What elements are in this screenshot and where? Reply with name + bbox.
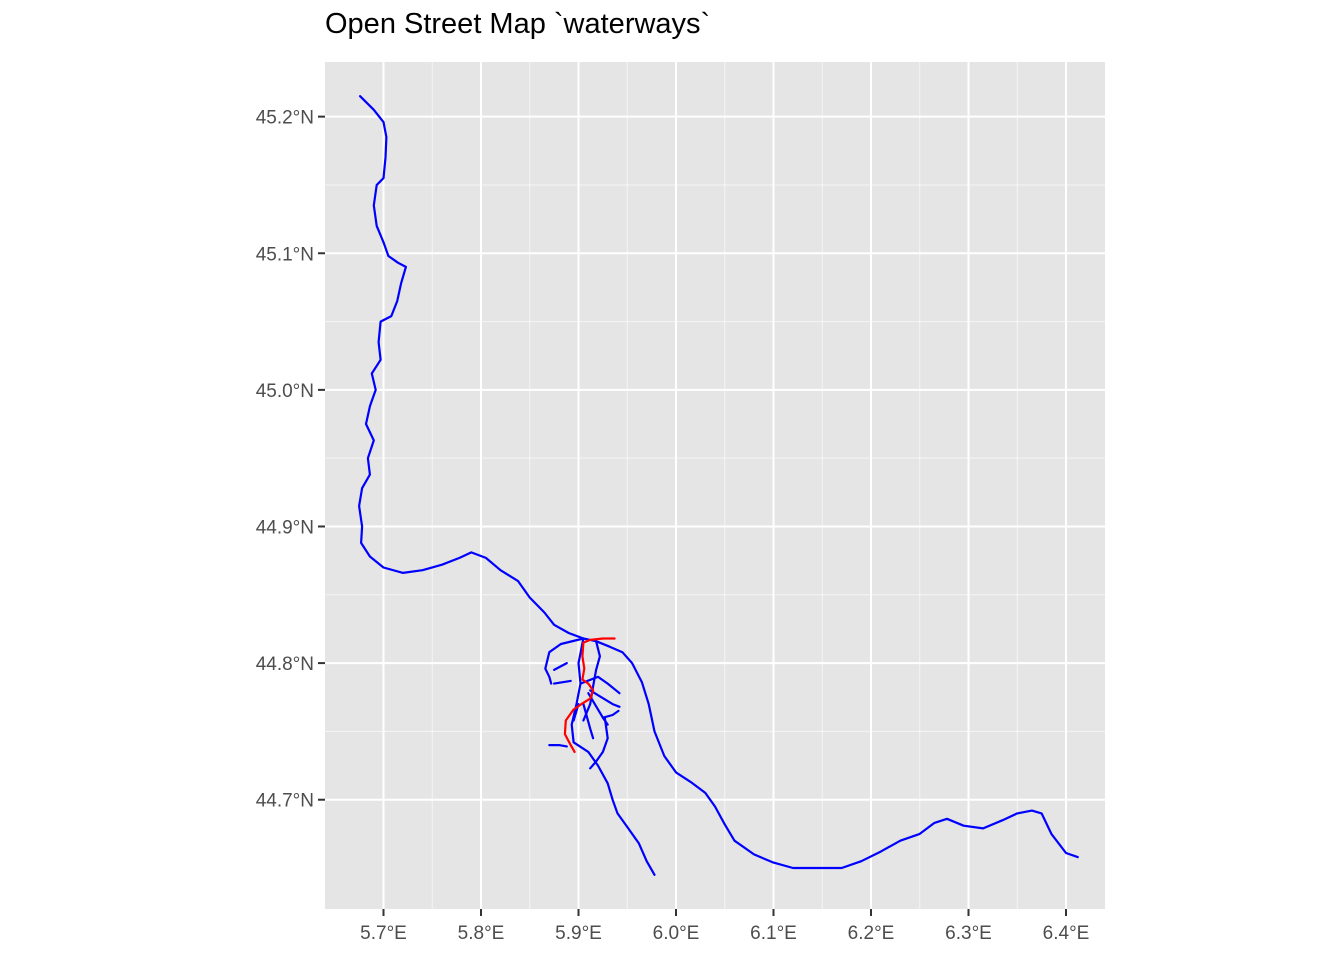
y-tick-label: 45.1°N [256, 244, 314, 265]
waterway-line [570, 637, 656, 876]
grid-major [325, 62, 1105, 909]
waterway-line [579, 675, 621, 695]
x-axis: 5.7°E 5.8°E 5.9°E 6.0°E 6.1°E 6.2°E 6.3°E 6.4°E [360, 909, 1089, 944]
waterway-line [552, 661, 568, 672]
waterway-line [544, 637, 585, 685]
waterway-line [601, 709, 620, 719]
waterway-line [552, 679, 572, 685]
x-tick-label: 6.1°E [750, 923, 797, 944]
x-tick-label: 6.3°E [945, 923, 992, 944]
x-tick-label: 6.2°E [848, 923, 895, 944]
waterway-line [358, 95, 1079, 870]
x-tick-label: 5.9°E [555, 923, 602, 944]
grid-minor [325, 62, 1105, 909]
waterway-line [589, 689, 621, 708]
y-tick-label: 44.7°N [256, 791, 314, 812]
waterway-line [548, 743, 568, 748]
x-tick-label: 5.7°E [360, 923, 407, 944]
y-tick-label: 44.8°N [256, 654, 314, 675]
x-tick-label: 5.8°E [458, 923, 505, 944]
x-tick-label: 6.4°E [1043, 923, 1090, 944]
y-tick-label: 45.0°N [256, 381, 314, 402]
waterway-line [582, 702, 595, 740]
y-tick-label: 45.2°N [256, 108, 314, 129]
waterway-lines [358, 95, 1079, 876]
y-axis: 44.7°N 44.8°N 44.9°N 45.0°N 45.1°N 45.2°N [256, 108, 325, 812]
highlight-waterway-line [563, 637, 616, 754]
x-tick-label: 6.0°E [653, 923, 700, 944]
map-title: Open Street Map `waterways` [325, 8, 711, 40]
waterway-line [589, 716, 609, 770]
y-tick-label: 44.9°N [256, 517, 314, 538]
plot-panel [325, 62, 1105, 909]
